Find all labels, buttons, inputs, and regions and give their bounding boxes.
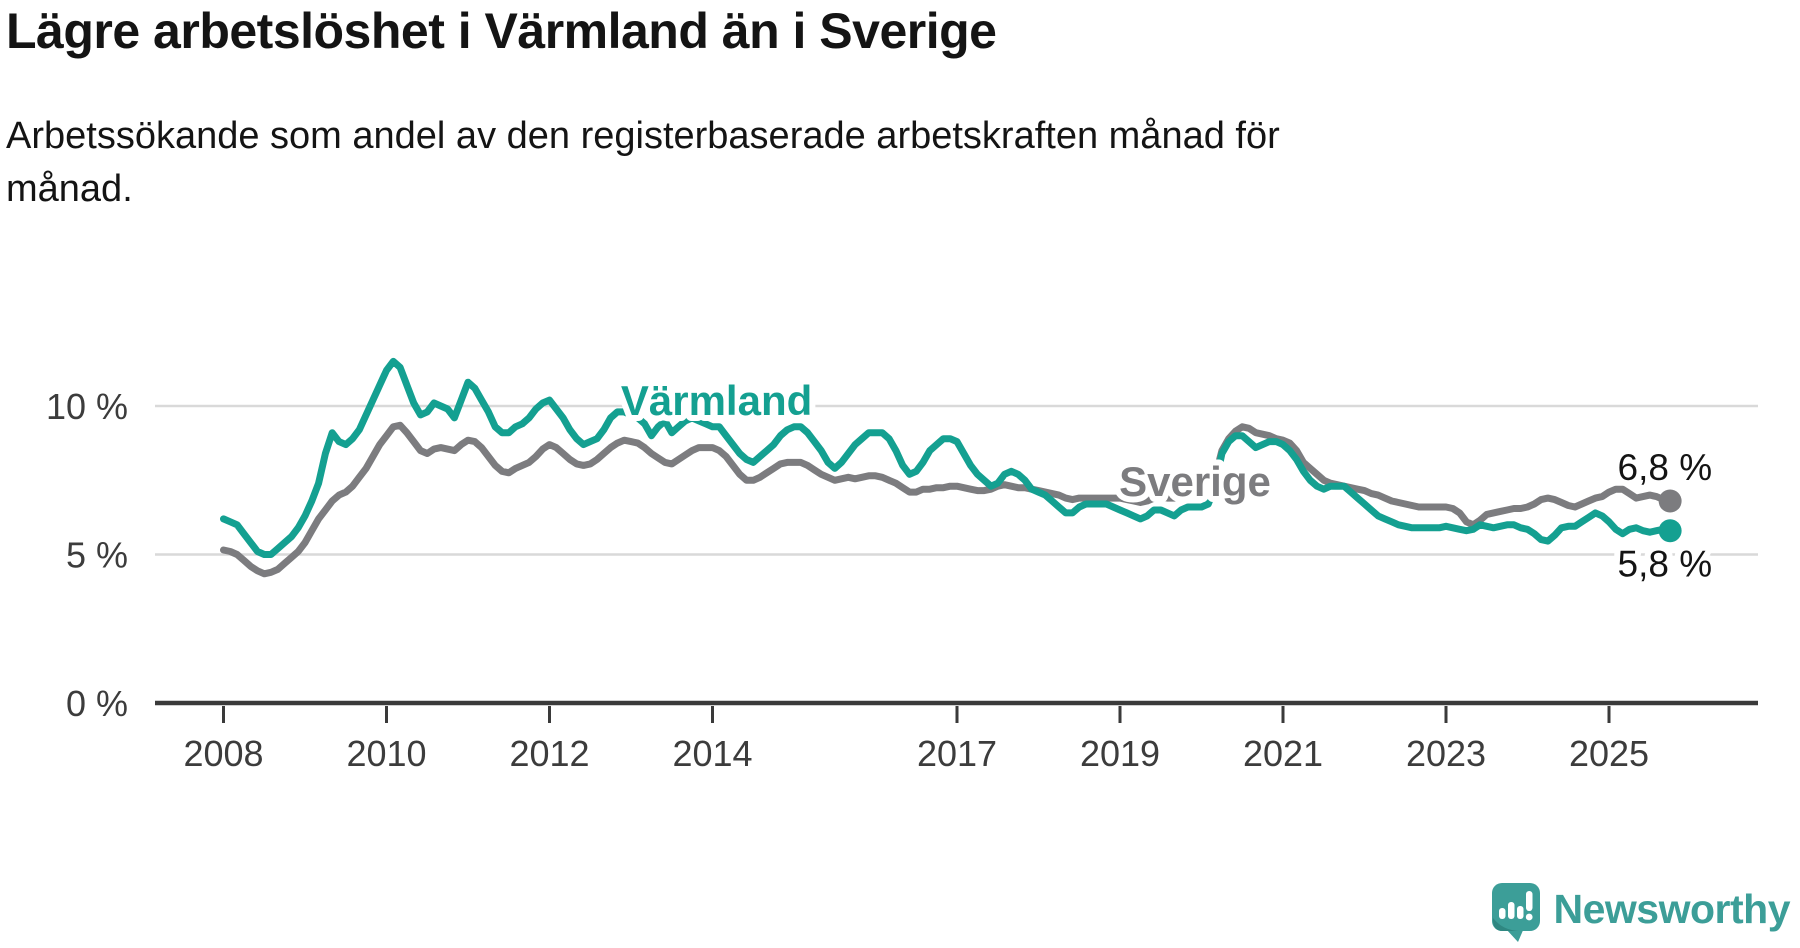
logo-bar-3 [1516,906,1523,919]
y-tick-label-0pct: 0 % [66,683,128,724]
newsworthy-logo-icon [1491,883,1540,942]
x-tick-label-2010: 2010 [346,733,426,774]
end-value-label-sverige: 6,8 % [1618,447,1713,488]
x-tick-label-2017: 2017 [917,733,997,774]
chart-subtitle-line2: månad. [6,168,133,211]
logo-bar-1 [1498,908,1505,919]
logo-bar-2 [1507,902,1514,919]
x-tick-label-2025: 2025 [1569,733,1649,774]
x-tick-label-2012: 2012 [509,733,589,774]
x-tick-label-2023: 2023 [1406,733,1486,774]
series-label-sverige: Sverige [1119,458,1271,505]
newsworthy-logo-text: Newsworthy [1553,885,1791,932]
x-tick-label-2014: 2014 [672,733,752,774]
chart-line-sverige [220,421,1674,578]
chart-header: Lägre arbetslöshet i Värmland än i Sveri… [6,2,1766,210]
x-tick-label-2008: 2008 [183,733,263,774]
end-value-label-varmland: 5,8 % [1618,544,1713,585]
chart-line-varmland [220,357,1674,558]
y-tick-label-10pct: 10 % [46,386,128,427]
y-tick-label-5pct: 5 % [66,535,128,576]
series-label-varmland: Värmland [621,377,812,424]
chart-title: Lägre arbetslöshet i Värmland än i Sveri… [6,3,997,59]
chart-subtitle: Arbetssökande som andel av den registerb… [6,110,1606,216]
end-dot-varmland [1658,519,1682,543]
x-tick-label-2019: 2019 [1080,733,1160,774]
newsworthy-logo: Newsworthy [1491,876,1791,942]
logo-exclamation-icon [1525,891,1532,911]
end-dot-sverige [1658,489,1682,513]
chart-subtitle-line1: Arbetssökande som andel av den registerb… [6,115,1280,157]
x-tick-label-2021: 2021 [1243,733,1323,774]
